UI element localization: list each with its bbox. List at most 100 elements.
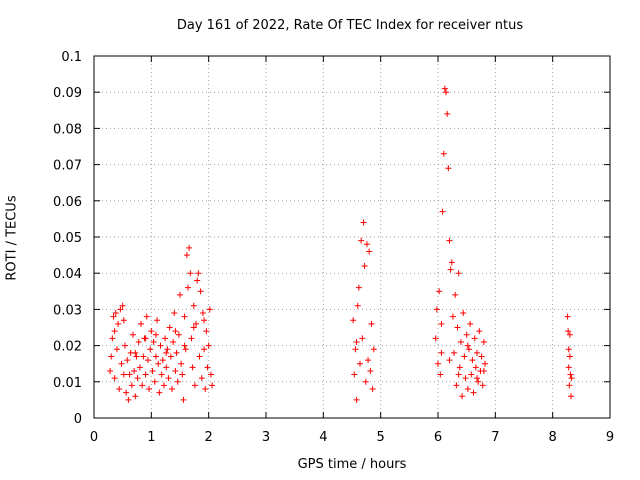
x-tick-label: 8 bbox=[549, 430, 557, 445]
data-point bbox=[476, 328, 483, 335]
data-point bbox=[154, 317, 161, 324]
x-tick-label: 9 bbox=[606, 430, 614, 445]
data-point bbox=[209, 382, 216, 389]
data-point bbox=[168, 386, 175, 393]
data-point bbox=[178, 360, 185, 367]
data-point bbox=[109, 335, 116, 342]
data-point bbox=[446, 237, 453, 244]
data-point bbox=[360, 219, 367, 226]
data-point bbox=[568, 375, 575, 382]
data-point bbox=[204, 364, 211, 371]
data-point bbox=[367, 367, 374, 374]
data-point bbox=[449, 313, 456, 320]
data-point bbox=[201, 346, 208, 353]
data-point bbox=[143, 313, 150, 320]
data-point bbox=[188, 335, 195, 342]
data-point bbox=[566, 353, 573, 360]
y-tick-label: 0.05 bbox=[53, 231, 82, 246]
data-point bbox=[445, 165, 452, 172]
y-tick-label: 0 bbox=[74, 412, 82, 427]
data-point bbox=[565, 346, 572, 353]
data-point bbox=[152, 353, 159, 360]
data-point bbox=[468, 371, 475, 378]
data-point bbox=[147, 346, 154, 353]
data-point bbox=[437, 371, 444, 378]
y-tick-label: 0.01 bbox=[53, 376, 82, 391]
data-point bbox=[140, 353, 147, 360]
y-axis-label: ROTI / TECUs bbox=[4, 195, 20, 281]
x-tick-label: 6 bbox=[434, 430, 442, 445]
data-point bbox=[190, 302, 197, 309]
data-point bbox=[174, 378, 181, 385]
data-point bbox=[156, 389, 163, 396]
data-point bbox=[155, 360, 162, 367]
chart-title: Day 161 of 2022, Rate Of TEC Index for r… bbox=[176, 18, 524, 33]
data-point bbox=[142, 371, 149, 378]
data-point bbox=[441, 85, 448, 92]
data-point bbox=[131, 367, 138, 374]
data-point bbox=[436, 288, 443, 295]
data-point bbox=[148, 328, 155, 335]
data-point bbox=[457, 338, 464, 345]
data-point bbox=[359, 335, 366, 342]
data-point bbox=[482, 360, 489, 367]
data-point bbox=[125, 396, 132, 403]
data-point bbox=[107, 367, 114, 374]
data-point bbox=[353, 338, 360, 345]
y-tick-label: 0.08 bbox=[53, 122, 82, 137]
data-point bbox=[116, 386, 123, 393]
data-point bbox=[132, 349, 139, 356]
data-point bbox=[206, 306, 213, 313]
data-point bbox=[163, 349, 170, 356]
data-point bbox=[464, 386, 471, 393]
data-point bbox=[124, 357, 131, 364]
data-point bbox=[362, 378, 369, 385]
data-point bbox=[151, 378, 158, 385]
x-tick-label: 1 bbox=[147, 430, 155, 445]
data-point bbox=[132, 393, 139, 400]
data-point bbox=[108, 353, 115, 360]
data-point bbox=[446, 357, 453, 364]
data-point bbox=[120, 317, 127, 324]
x-tick-label: 4 bbox=[319, 430, 327, 445]
data-point bbox=[129, 331, 136, 338]
data-point bbox=[203, 328, 210, 335]
data-point bbox=[113, 346, 120, 353]
data-point bbox=[163, 364, 170, 371]
data-point bbox=[175, 331, 182, 338]
data-point bbox=[172, 328, 179, 335]
data-point bbox=[201, 317, 208, 324]
data-point bbox=[183, 252, 190, 259]
data-point bbox=[473, 349, 480, 356]
x-tick-label: 7 bbox=[491, 430, 499, 445]
data-point bbox=[126, 371, 133, 378]
data-point bbox=[187, 270, 194, 277]
data-point bbox=[447, 266, 454, 273]
y-tick-label: 0.03 bbox=[53, 303, 82, 318]
data-point bbox=[186, 244, 193, 251]
data-point bbox=[460, 310, 467, 317]
data-point bbox=[128, 382, 135, 389]
data-point bbox=[452, 291, 459, 298]
data-point bbox=[478, 353, 485, 360]
data-point bbox=[149, 367, 156, 374]
data-point bbox=[370, 346, 377, 353]
data-point bbox=[454, 324, 461, 331]
data-point bbox=[355, 284, 362, 291]
data-point bbox=[138, 320, 145, 327]
data-point bbox=[565, 364, 572, 371]
data-point bbox=[564, 313, 571, 320]
data-point bbox=[363, 241, 370, 248]
data-point bbox=[366, 248, 373, 255]
data-point bbox=[182, 346, 189, 353]
y-tick-label: 0.07 bbox=[53, 159, 82, 174]
data-point bbox=[459, 393, 466, 400]
data-point bbox=[453, 382, 460, 389]
data-point bbox=[439, 208, 446, 215]
data-point bbox=[433, 306, 440, 313]
data-point bbox=[462, 375, 469, 382]
data-point bbox=[181, 342, 188, 349]
data-point bbox=[195, 270, 202, 277]
data-point bbox=[354, 302, 361, 309]
